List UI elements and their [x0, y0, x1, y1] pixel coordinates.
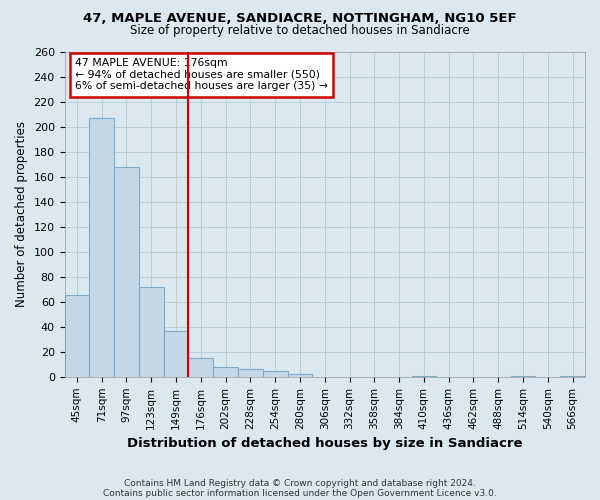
Bar [114, 166, 139, 377]
Bar [511, 376, 535, 377]
X-axis label: Distribution of detached houses by size in Sandiacre: Distribution of detached houses by size … [127, 437, 523, 450]
Bar [188, 358, 213, 377]
Text: Contains HM Land Registry data © Crown copyright and database right 2024.: Contains HM Land Registry data © Crown c… [124, 478, 476, 488]
Bar [287, 374, 313, 377]
Text: Size of property relative to detached houses in Sandiacre: Size of property relative to detached ho… [130, 24, 470, 37]
Bar [89, 118, 114, 377]
Bar [560, 376, 585, 377]
Bar [139, 286, 164, 377]
Bar [65, 296, 89, 377]
Text: 47, MAPLE AVENUE, SANDIACRE, NOTTINGHAM, NG10 5EF: 47, MAPLE AVENUE, SANDIACRE, NOTTINGHAM,… [83, 12, 517, 26]
Bar [412, 376, 436, 377]
Bar [238, 370, 263, 377]
Bar [213, 367, 238, 377]
Text: Contains public sector information licensed under the Open Government Licence v3: Contains public sector information licen… [103, 488, 497, 498]
Y-axis label: Number of detached properties: Number of detached properties [15, 121, 28, 307]
Bar [164, 330, 188, 377]
Bar [263, 370, 287, 377]
Text: 47 MAPLE AVENUE: 176sqm
← 94% of detached houses are smaller (550)
6% of semi-de: 47 MAPLE AVENUE: 176sqm ← 94% of detache… [75, 58, 328, 91]
